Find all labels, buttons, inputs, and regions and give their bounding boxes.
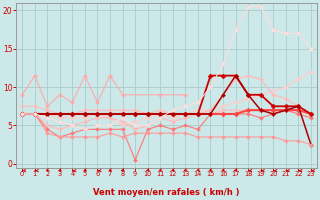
X-axis label: Vent moyen/en rafales ( km/h ): Vent moyen/en rafales ( km/h ) [93,188,240,197]
